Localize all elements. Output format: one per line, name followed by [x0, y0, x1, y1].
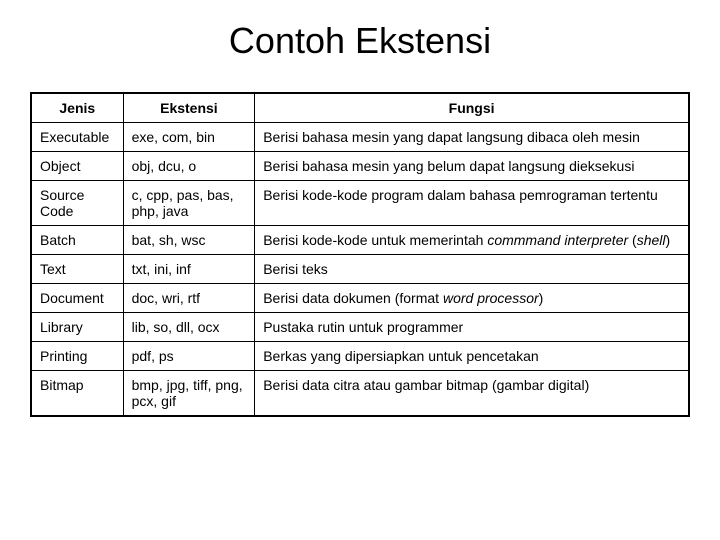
- cell-ekstensi: doc, wri, rtf: [123, 284, 255, 313]
- page-title: Contoh Ekstensi: [30, 20, 690, 62]
- cell-fungsi: Berisi kode-kode program dalam bahasa pe…: [255, 181, 689, 226]
- table-row: Objectobj, dcu, oBerisi bahasa mesin yan…: [31, 152, 689, 181]
- cell-jenis: Printing: [31, 342, 123, 371]
- table-row: Texttxt, ini, infBerisi teks: [31, 255, 689, 284]
- header-jenis: Jenis: [31, 93, 123, 123]
- cell-jenis: Bitmap: [31, 371, 123, 417]
- cell-fungsi: Berisi bahasa mesin yang dapat langsung …: [255, 123, 689, 152]
- cell-jenis: Object: [31, 152, 123, 181]
- table-row: Batchbat, sh, wscBerisi kode-kode untuk …: [31, 226, 689, 255]
- cell-ekstensi: exe, com, bin: [123, 123, 255, 152]
- cell-fungsi: Berisi data citra atau gambar bitmap (ga…: [255, 371, 689, 417]
- extension-table: Jenis Ekstensi Fungsi Executableexe, com…: [30, 92, 690, 417]
- table-row: Documentdoc, wri, rtfBerisi data dokumen…: [31, 284, 689, 313]
- cell-fungsi: Pustaka rutin untuk programmer: [255, 313, 689, 342]
- cell-ekstensi: pdf, ps: [123, 342, 255, 371]
- cell-ekstensi: lib, so, dll, ocx: [123, 313, 255, 342]
- cell-ekstensi: bmp, jpg, tiff, png, pcx, gif: [123, 371, 255, 417]
- header-ekstensi: Ekstensi: [123, 93, 255, 123]
- header-fungsi: Fungsi: [255, 93, 689, 123]
- cell-fungsi: Berisi teks: [255, 255, 689, 284]
- cell-jenis: Batch: [31, 226, 123, 255]
- table-body: Executableexe, com, binBerisi bahasa mes…: [31, 123, 689, 417]
- cell-ekstensi: obj, dcu, o: [123, 152, 255, 181]
- cell-fungsi: Berkas yang dipersiapkan untuk pencetaka…: [255, 342, 689, 371]
- table-header-row: Jenis Ekstensi Fungsi: [31, 93, 689, 123]
- cell-jenis: Source Code: [31, 181, 123, 226]
- table-row: Executableexe, com, binBerisi bahasa mes…: [31, 123, 689, 152]
- cell-ekstensi: txt, ini, inf: [123, 255, 255, 284]
- cell-fungsi: Berisi data dokumen (format word process…: [255, 284, 689, 313]
- table-row: Printingpdf, psBerkas yang dipersiapkan …: [31, 342, 689, 371]
- cell-jenis: Library: [31, 313, 123, 342]
- cell-ekstensi: c, cpp, pas, bas, php, java: [123, 181, 255, 226]
- table-row: Bitmapbmp, jpg, tiff, png, pcx, gifBeris…: [31, 371, 689, 417]
- table-row: Source Codec, cpp, pas, bas, php, javaBe…: [31, 181, 689, 226]
- cell-fungsi: Berisi bahasa mesin yang belum dapat lan…: [255, 152, 689, 181]
- cell-jenis: Executable: [31, 123, 123, 152]
- cell-ekstensi: bat, sh, wsc: [123, 226, 255, 255]
- cell-jenis: Document: [31, 284, 123, 313]
- cell-jenis: Text: [31, 255, 123, 284]
- cell-fungsi: Berisi kode-kode untuk memerintah commma…: [255, 226, 689, 255]
- table-row: Librarylib, so, dll, ocxPustaka rutin un…: [31, 313, 689, 342]
